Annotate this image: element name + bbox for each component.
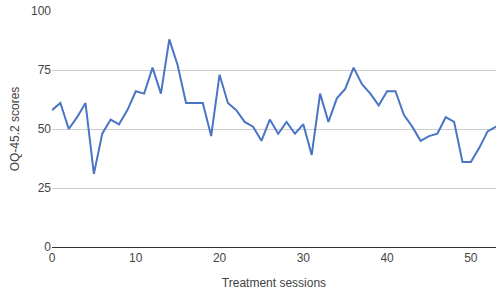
svg-text:0: 0 [49,251,56,265]
svg-text:OQ-45.2 scores: OQ-45.2 scores [8,87,22,172]
svg-text:25: 25 [38,181,52,195]
svg-text:0: 0 [44,240,51,254]
svg-text:75: 75 [38,63,52,77]
svg-text:50: 50 [38,122,52,136]
svg-text:10: 10 [129,251,143,265]
svg-text:100: 100 [31,4,51,18]
svg-text:30: 30 [297,251,311,265]
svg-text:20: 20 [213,251,227,265]
svg-text:50: 50 [464,251,478,265]
svg-text:Treatment sessions: Treatment sessions [222,276,326,290]
svg-text:40: 40 [380,251,394,265]
